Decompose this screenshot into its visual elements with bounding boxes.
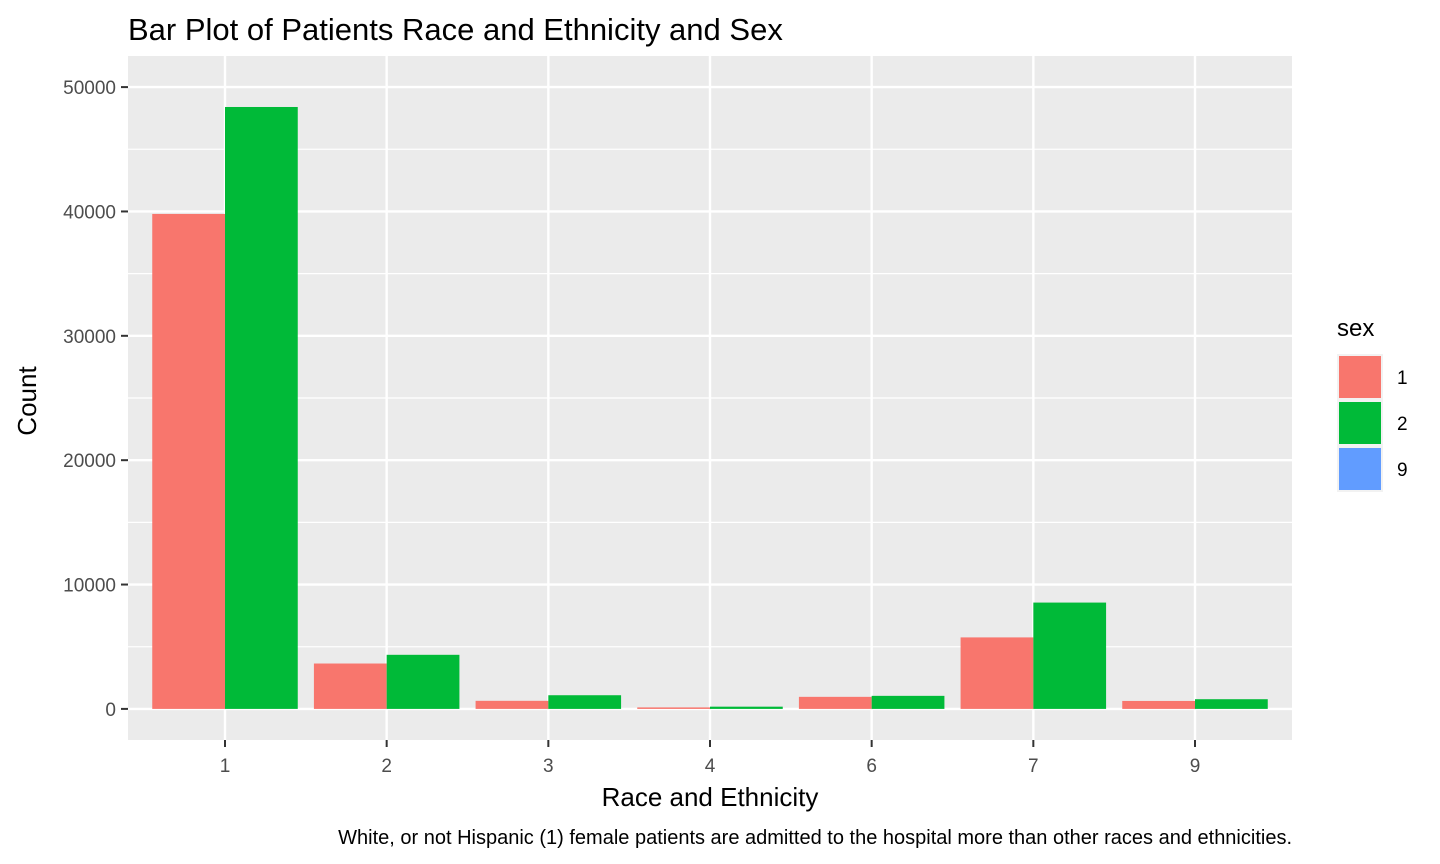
legend-swatch-2 (1339, 402, 1381, 444)
legend-label-2: 2 (1397, 414, 1408, 435)
x-tick-label: 6 (866, 756, 877, 777)
bar-4-sex-2 (710, 706, 783, 709)
x-tick-label: 2 (381, 756, 392, 777)
legend-title: sex (1337, 315, 1374, 342)
bar-2-sex-1 (313, 663, 387, 709)
x-tick-label: 4 (705, 756, 716, 777)
major-gridlines (128, 56, 1292, 740)
x-tick-label: 1 (220, 756, 231, 777)
legend-swatch-9 (1339, 448, 1381, 490)
bar-7-sex-1 (960, 637, 1034, 709)
legend-label-9: 9 (1397, 460, 1408, 481)
y-tick-label: 40000 (63, 202, 116, 223)
bar-3-sex-1 (475, 700, 549, 709)
y-tick-label: 0 (105, 700, 116, 721)
bar-9-sex-1 (1122, 700, 1195, 709)
bar-6-sex-2 (871, 695, 945, 709)
x-tick-label: 9 (1190, 756, 1201, 777)
bar-1-sex-1 (152, 213, 225, 709)
chart-caption: White, or not Hispanic (1) female patien… (338, 827, 1292, 849)
bars (152, 106, 1268, 709)
bar-7-sex-2 (1033, 602, 1107, 709)
legend-label-1: 1 (1397, 368, 1408, 389)
y-tick-label: 10000 (63, 576, 116, 597)
x-tick-label: 7 (1028, 756, 1039, 777)
bar-3-sex-2 (548, 695, 622, 709)
y-axis-title: Count (12, 366, 42, 436)
y-tick-label: 30000 (63, 327, 116, 348)
legend: sex 1 2 9 (1337, 315, 1408, 492)
x-tick-label: 3 (543, 756, 554, 777)
bar-6-sex-1 (798, 696, 872, 709)
legend-swatch-1 (1339, 356, 1381, 398)
bar-4-sex-1 (637, 707, 710, 709)
y-tick-label: 50000 (63, 78, 116, 99)
x-axis-title: Race and Ethnicity (602, 782, 819, 812)
bar-2-sex-2 (386, 654, 460, 709)
bar-1-sex-2 (225, 106, 298, 709)
chart-title: Bar Plot of Patients Race and Ethnicity … (128, 12, 783, 47)
x-axis-ticks: 1 2 3 4 6 7 9 (220, 740, 1201, 777)
bar-9-sex-2 (1195, 699, 1268, 709)
y-tick-label: 20000 (63, 451, 116, 472)
y-axis-ticks: 0 10000 20000 30000 40000 50000 (63, 78, 128, 721)
